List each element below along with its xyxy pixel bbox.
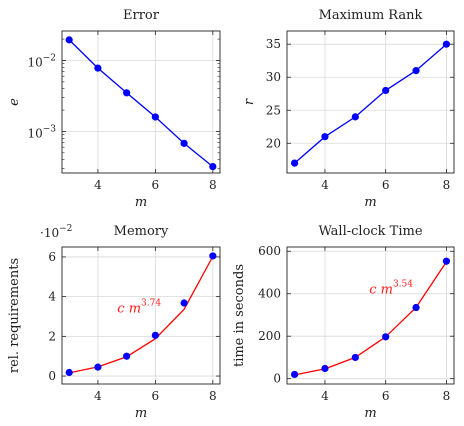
y-tick-label: 6 bbox=[48, 250, 56, 264]
x-tick-label: 4 bbox=[321, 389, 329, 403]
y-tick-label: 35 bbox=[266, 37, 281, 51]
plot-frame bbox=[61, 30, 221, 174]
data-point bbox=[123, 89, 131, 97]
plot-frame bbox=[61, 246, 221, 385]
data-point bbox=[180, 139, 188, 147]
series-line bbox=[68, 39, 214, 168]
y-axis-label: rel. requirements bbox=[7, 258, 22, 373]
chart-panel: 4 6 8 20 25 30 35 Maximum Rank m r bbox=[242, 8, 455, 210]
x-axis-label: m bbox=[135, 195, 147, 210]
x-tick-label: 4 bbox=[94, 178, 102, 192]
y-scale-multiplier: ·10−2 bbox=[40, 224, 72, 240]
x-tick-label: 6 bbox=[382, 178, 390, 192]
data-point bbox=[180, 299, 188, 307]
y-tick-label: 4 bbox=[48, 290, 56, 304]
chart-title: Error bbox=[123, 8, 160, 23]
x-axis-label: m bbox=[364, 195, 376, 210]
data-point bbox=[209, 252, 217, 260]
plot-frame bbox=[286, 246, 455, 385]
data-point bbox=[290, 159, 299, 167]
y-tick-label: 200 bbox=[258, 329, 281, 343]
x-tick-label: 8 bbox=[209, 389, 217, 403]
fit-annotation: c m3.74 bbox=[117, 299, 161, 317]
x-axis-label: m bbox=[364, 406, 376, 421]
data-point bbox=[151, 113, 159, 121]
data-point bbox=[351, 113, 359, 121]
data-point bbox=[412, 303, 420, 312]
data-point bbox=[382, 333, 390, 341]
y-tick-label: 30 bbox=[266, 70, 281, 84]
data-point bbox=[290, 370, 299, 379]
chart-panel: 4 6 8 0 200 400 600 c m3.54 Wall-clock Time m time… bbox=[232, 224, 455, 421]
x-axis-label: m bbox=[135, 406, 147, 421]
y-tick-label: 0 bbox=[48, 369, 56, 383]
x-tick-label: 4 bbox=[94, 389, 102, 403]
data-point bbox=[442, 40, 451, 48]
x-tick-label: 8 bbox=[443, 389, 451, 403]
y-axis-label: time in seconds bbox=[232, 264, 247, 367]
data-point bbox=[382, 86, 390, 95]
chart-panel: 4 6 8 0 2 4 6 c m3.74 Memory m rel. requirements ·1… bbox=[7, 224, 221, 421]
data-point bbox=[94, 363, 102, 371]
y-axis-label: e bbox=[7, 98, 22, 106]
data-point bbox=[65, 36, 73, 44]
y-axis-label: r bbox=[242, 98, 257, 105]
y-tick-label: 10−2 bbox=[27, 53, 56, 69]
x-tick-label: 4 bbox=[321, 178, 329, 192]
fit-annotation: c m3.54 bbox=[369, 280, 413, 298]
chart-title: Memory bbox=[114, 224, 169, 239]
data-point bbox=[412, 67, 420, 75]
series-line bbox=[69, 256, 214, 374]
series-line bbox=[294, 261, 447, 376]
data-point bbox=[123, 352, 131, 360]
data-point bbox=[209, 162, 217, 171]
data-point bbox=[65, 368, 73, 377]
data-point bbox=[151, 331, 159, 339]
x-tick-label: 6 bbox=[382, 389, 390, 403]
data-point bbox=[321, 133, 329, 141]
data-point bbox=[442, 257, 451, 265]
data-point bbox=[351, 353, 359, 362]
x-tick-label: 6 bbox=[152, 178, 160, 192]
data-point bbox=[321, 364, 329, 373]
x-tick-label: 6 bbox=[152, 389, 160, 403]
y-tick-label: 400 bbox=[258, 287, 281, 301]
x-tick-label: 8 bbox=[443, 178, 451, 192]
y-tick-label: 20 bbox=[266, 136, 281, 150]
chart-title: Maximum Rank bbox=[319, 8, 423, 23]
y-tick-label: 25 bbox=[266, 103, 281, 117]
y-tick-label: 10−3 bbox=[27, 124, 56, 140]
y-tick-label: 600 bbox=[258, 244, 281, 258]
data-point bbox=[94, 64, 102, 72]
y-tick-label: 0 bbox=[273, 372, 281, 386]
chart-title: Wall-clock Time bbox=[318, 224, 422, 239]
chart-panel: 4 6 8 10−2 10−3 Error m e bbox=[7, 8, 221, 210]
x-tick-label: 8 bbox=[209, 178, 217, 192]
y-tick-label: 2 bbox=[48, 329, 56, 343]
series-line bbox=[294, 43, 447, 164]
plot-frame bbox=[286, 30, 455, 174]
